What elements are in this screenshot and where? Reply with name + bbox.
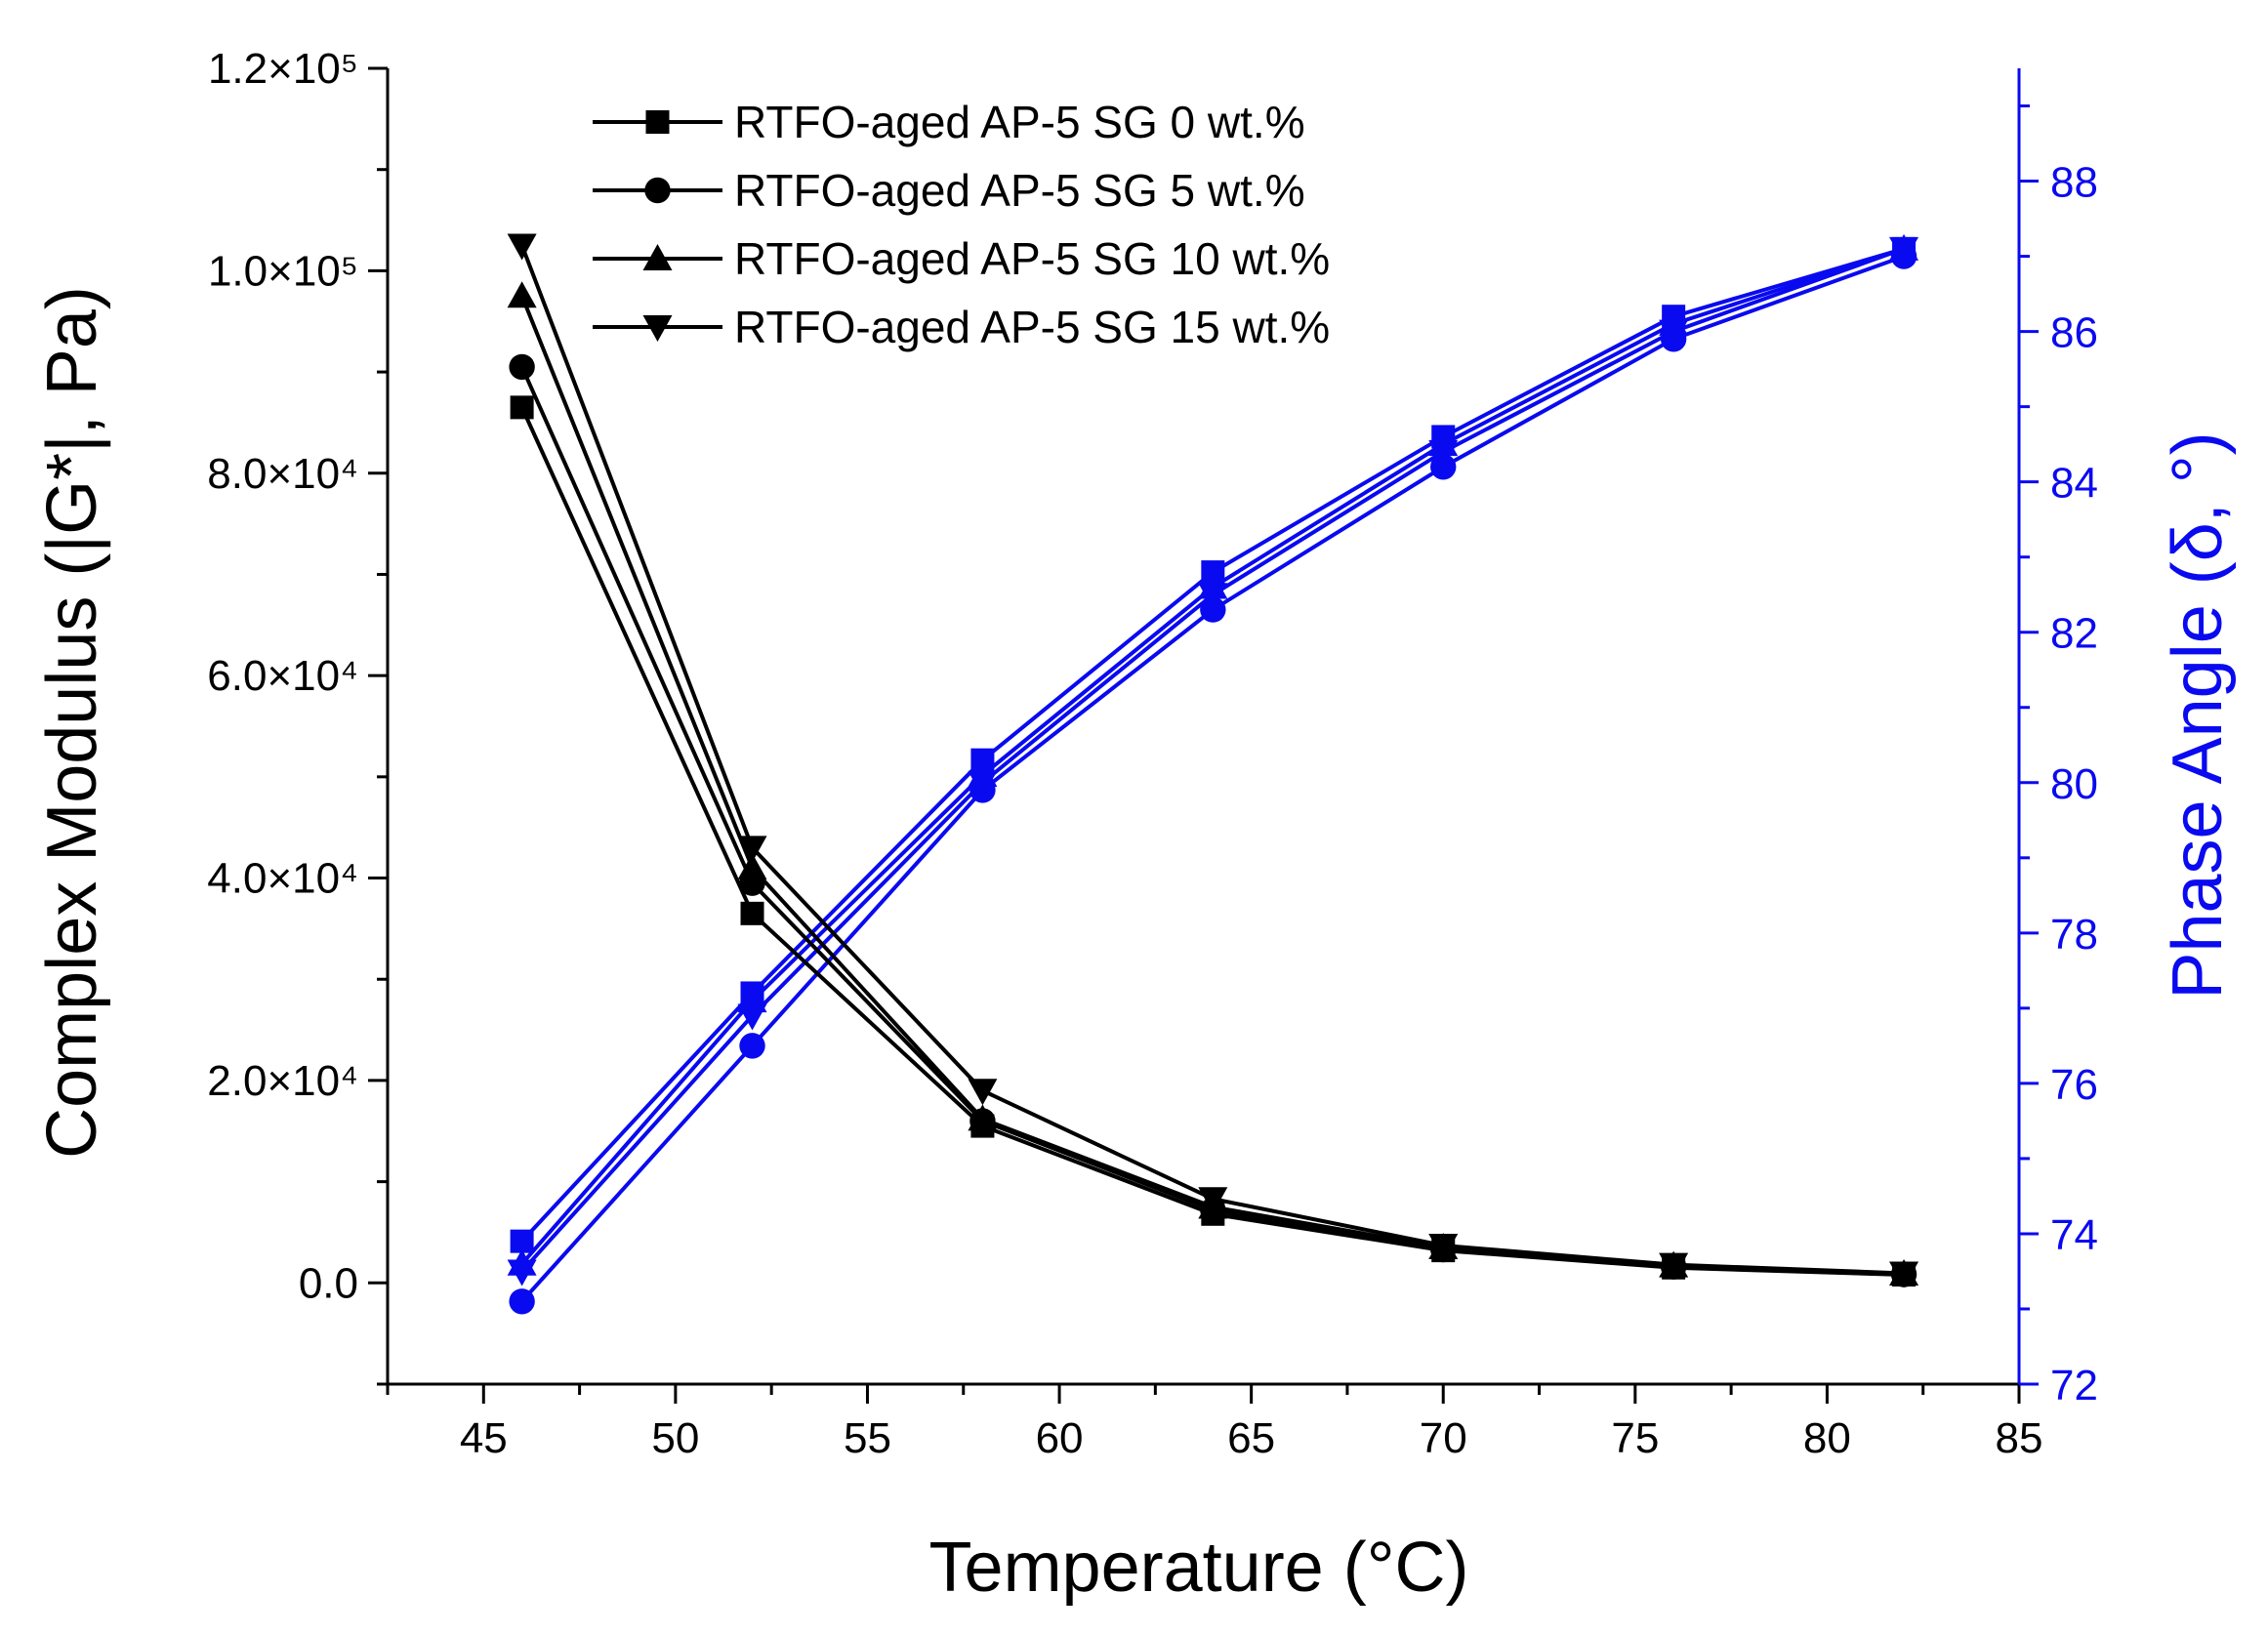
modulus-point xyxy=(737,836,767,863)
tick-marks xyxy=(368,66,2039,1404)
phase-line xyxy=(520,254,1905,1303)
modulus-point xyxy=(968,1104,998,1131)
x-tick-label: 65 xyxy=(1227,1414,1275,1462)
x-tick-label: 50 xyxy=(651,1414,699,1462)
right-tick-label: 74 xyxy=(2050,1211,2098,1259)
right-axis-tick-labels: 72 74 76 78 80 82 84 86 88 xyxy=(2050,159,2098,1409)
phase-point xyxy=(968,770,998,797)
left-tick-label: 1.0×10⁵ xyxy=(208,247,358,295)
right-tick-label: 76 xyxy=(2050,1061,2098,1109)
x-axis-tick-labels: 45 50 55 60 65 70 75 80 85 xyxy=(460,1414,2043,1462)
phase-point xyxy=(1889,236,1919,264)
modulus-point xyxy=(1659,1252,1689,1280)
modulus-point xyxy=(737,853,767,880)
x-tick-label: 80 xyxy=(1803,1414,1851,1462)
phase-point xyxy=(1659,319,1689,347)
x-tick-label: 85 xyxy=(1996,1414,2043,1462)
axes-frame xyxy=(386,68,2021,1386)
phase-line xyxy=(520,246,1905,1244)
phase-point xyxy=(737,1003,767,1031)
modulus-point xyxy=(1428,1233,1459,1260)
right-tick-label: 86 xyxy=(2050,309,2098,357)
left-tick-label: 0.0 xyxy=(299,1259,358,1307)
legend: RTFO-aged AP-5 SG 0 wt.% RTFO-aged AP-5 S… xyxy=(593,97,1330,352)
phase-line xyxy=(520,246,1905,1266)
legend-marker xyxy=(642,244,673,270)
legend-label: RTFO-aged AP-5 SG 15 wt.% xyxy=(734,302,1330,352)
phase-point xyxy=(507,1259,537,1287)
right-tick-label: 78 xyxy=(2050,911,2098,959)
legend-label: RTFO-aged AP-5 SG 5 wt.% xyxy=(734,165,1305,216)
modulus-point xyxy=(740,901,764,925)
x-tick-label: 70 xyxy=(1420,1414,1467,1462)
phase-point xyxy=(509,1288,535,1315)
phase-point xyxy=(1198,583,1228,610)
left-tick-label: 1.2×10⁵ xyxy=(208,45,358,93)
series-lines xyxy=(519,244,1905,1303)
modulus-point xyxy=(1889,1261,1919,1288)
x-tick-label: 75 xyxy=(1611,1414,1659,1462)
left-tick-label: 4.0×10⁴ xyxy=(207,855,358,903)
left-tick-label: 2.0×10⁴ xyxy=(207,1057,358,1105)
x-tick-label: 60 xyxy=(1036,1414,1084,1462)
phase-point xyxy=(1428,439,1459,467)
left-tick-label: 8.0×10⁴ xyxy=(207,450,358,498)
modulus-line xyxy=(519,244,1905,1276)
legend-label: RTFO-aged AP-5 SG 0 wt.% xyxy=(734,97,1305,147)
right-axis-title: Phase Angle (δ, °) xyxy=(2159,431,2237,999)
modulus-point xyxy=(507,281,537,308)
legend-label: RTFO-aged AP-5 SG 10 wt.% xyxy=(734,233,1330,284)
phase-point xyxy=(1430,454,1457,480)
modulus-line xyxy=(519,406,1905,1278)
series-markers xyxy=(507,233,1919,1315)
legend-marker xyxy=(645,110,670,134)
right-tick-label: 88 xyxy=(2050,159,2098,207)
phase-point xyxy=(1200,596,1226,623)
x-tick-label: 55 xyxy=(844,1414,891,1462)
modulus-point xyxy=(510,395,534,420)
modulus-line xyxy=(519,366,1905,1277)
legend-marker xyxy=(644,177,671,204)
modulus-point xyxy=(507,233,537,261)
phase-line xyxy=(520,246,1905,1273)
left-axis-title: Complex Modulus (|G*|, Pa) xyxy=(33,286,111,1159)
right-tick-label: 82 xyxy=(2050,610,2098,658)
x-tick-label: 45 xyxy=(460,1414,508,1462)
modulus-point xyxy=(509,353,535,381)
left-tick-label: 6.0×10⁴ xyxy=(207,652,358,700)
phase-point xyxy=(739,1033,765,1059)
x-axis-title: Temperature (°C) xyxy=(929,1529,1469,1607)
left-axis-tick-labels: 0.0 2.0×10⁴ 4.0×10⁴ 6.0×10⁴ 8.0×10⁴ 1.0×10⁵ 1.… xyxy=(207,45,358,1307)
phase-point xyxy=(510,1229,534,1253)
modulus-point xyxy=(1198,1187,1228,1214)
modulus-point xyxy=(968,1079,998,1106)
legend-marker xyxy=(642,315,673,342)
right-tick-label: 80 xyxy=(2050,760,2098,808)
right-tick-label: 72 xyxy=(2050,1362,2098,1409)
right-tick-label: 84 xyxy=(2050,460,2098,508)
